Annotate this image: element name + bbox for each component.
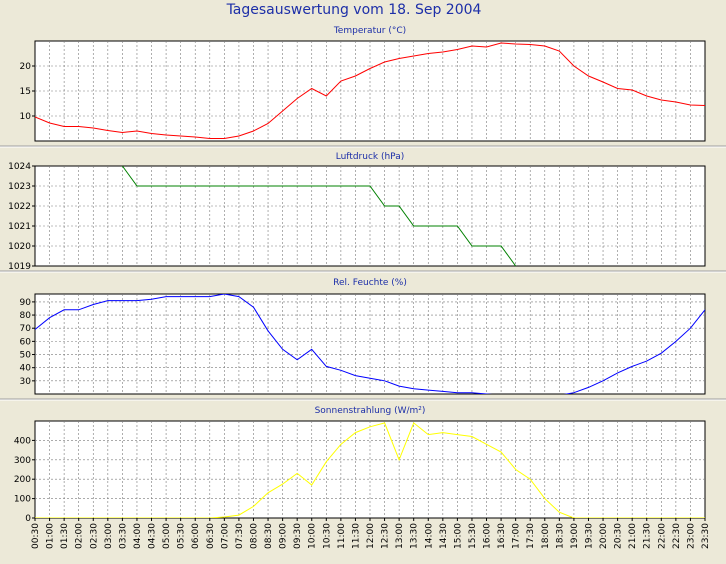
y-tick-label: 60 xyxy=(20,337,32,347)
y-tick-label: 30 xyxy=(20,377,32,387)
x-tick-label: 14:00 xyxy=(424,523,434,549)
x-tick-label: 01:00 xyxy=(46,523,56,549)
chart-panels: Temperatur (°C) 10 15 20 Luftdruck (hPa) 1019… xyxy=(0,26,726,524)
x-tick-label: 14:30 xyxy=(439,523,449,549)
panel-title: Rel. Feuchte (%) xyxy=(333,278,407,288)
x-tick-label: 15:00 xyxy=(453,523,463,549)
x-tick-label: 03:30 xyxy=(118,523,128,549)
y-tick-label: 1023 xyxy=(8,182,31,192)
x-tick-label: 02:30 xyxy=(89,523,99,549)
x-tick-label: 05:00 xyxy=(162,523,172,549)
x-tick-label: 10:30 xyxy=(322,523,332,549)
x-tick-label: 20:00 xyxy=(599,523,609,549)
y-tick-label: 40 xyxy=(20,364,32,374)
x-tick-label: 00:30 xyxy=(31,523,41,549)
x-tick-label: 21:30 xyxy=(643,523,653,549)
x-tick-label: 08:30 xyxy=(264,523,274,549)
x-tick-label: 17:00 xyxy=(512,523,522,549)
x-tick-label: 12:00 xyxy=(366,523,376,549)
x-tick-label: 23:00 xyxy=(686,523,696,549)
chart-panel-3: Rel. Feuchte (%) 30 40 50 60 70 80 90 xyxy=(20,278,706,395)
x-tick-label: 11:30 xyxy=(351,523,361,549)
x-tick-label: 16:30 xyxy=(497,523,507,549)
y-tick-label: 1024 xyxy=(8,162,31,172)
panel-title: Sonnenstrahlung (W/m²) xyxy=(315,406,426,416)
panel-title: Temperatur (°C) xyxy=(333,26,406,36)
x-tick-label: 02:00 xyxy=(75,523,85,549)
x-tick-label: 19:00 xyxy=(570,523,580,549)
chart-panel-2: Luftdruck (hPa) 1019 1020 1021 1022 1023 1024 xyxy=(8,152,706,272)
x-tick-label: 07:00 xyxy=(220,523,230,549)
y-tick-label: 300 xyxy=(14,456,31,466)
x-tick-label: 21:00 xyxy=(628,523,638,549)
x-tick-label: 05:30 xyxy=(177,523,187,549)
y-tick-label: 10 xyxy=(20,112,32,122)
main-title: Tagesauswertung vom 18. Sep 2004 xyxy=(226,2,482,18)
y-tick-label: 200 xyxy=(14,475,31,485)
series-line xyxy=(35,422,705,518)
x-tick-label: 09:30 xyxy=(293,523,303,549)
series-line xyxy=(121,166,517,266)
x-tick-label: 17:30 xyxy=(526,523,536,549)
x-tick-label: 22:30 xyxy=(672,523,682,549)
chart-panel-4: Sonnenstrahlung (W/m²) 0 100 200 300 400 xyxy=(14,406,706,524)
x-tick-label: 22:00 xyxy=(657,523,667,549)
y-tick-label: 20 xyxy=(20,62,32,72)
x-tick-label: 06:00 xyxy=(191,523,201,549)
y-tick-label: 1020 xyxy=(8,242,31,252)
x-tick-label: 07:30 xyxy=(235,523,245,549)
x-tick-label: 10:00 xyxy=(308,523,318,549)
x-axis-time-labels: 00:30 01:00 01:30 02:00 02:30 03:00 03:30 04:00… xyxy=(31,518,711,549)
x-tick-label: 19:30 xyxy=(585,523,595,549)
x-tick-label: 06:30 xyxy=(206,523,216,549)
y-tick-label: 1021 xyxy=(8,222,31,232)
x-tick-label: 13:30 xyxy=(410,523,420,549)
y-tick-label: 1019 xyxy=(8,262,31,272)
y-tick-label: 0 xyxy=(25,514,31,524)
panel-title: Luftdruck (hPa) xyxy=(336,152,405,162)
chart-panel-1: Temperatur (°C) 10 15 20 xyxy=(20,26,706,142)
x-tick-label: 01:30 xyxy=(60,523,70,549)
x-tick-label: 03:00 xyxy=(104,523,114,549)
x-tick-label: 18:30 xyxy=(555,523,565,549)
x-tick-label: 18:00 xyxy=(541,523,551,549)
y-tick-label: 80 xyxy=(20,311,32,321)
x-tick-label: 12:30 xyxy=(381,523,391,549)
x-tick-label: 15:30 xyxy=(468,523,478,549)
x-tick-label: 11:00 xyxy=(337,523,347,549)
series-line xyxy=(35,294,705,394)
x-tick-label: 16:00 xyxy=(483,523,493,549)
x-tick-label: 23:30 xyxy=(701,523,711,549)
y-tick-label: 1022 xyxy=(8,202,31,212)
x-tick-label: 09:00 xyxy=(279,523,289,549)
y-tick-label: 50 xyxy=(20,351,32,361)
series-line xyxy=(35,42,705,139)
y-tick-label: 90 xyxy=(20,298,32,308)
x-tick-label: 04:00 xyxy=(133,523,143,549)
x-tick-label: 04:30 xyxy=(148,523,158,549)
x-tick-label: 08:00 xyxy=(250,523,260,549)
x-tick-label: 20:30 xyxy=(614,523,624,549)
y-tick-label: 100 xyxy=(14,495,31,505)
y-tick-label: 70 xyxy=(20,324,32,334)
y-tick-label: 15 xyxy=(20,87,31,97)
x-tick-label: 13:00 xyxy=(395,523,405,549)
y-tick-label: 400 xyxy=(14,436,31,446)
